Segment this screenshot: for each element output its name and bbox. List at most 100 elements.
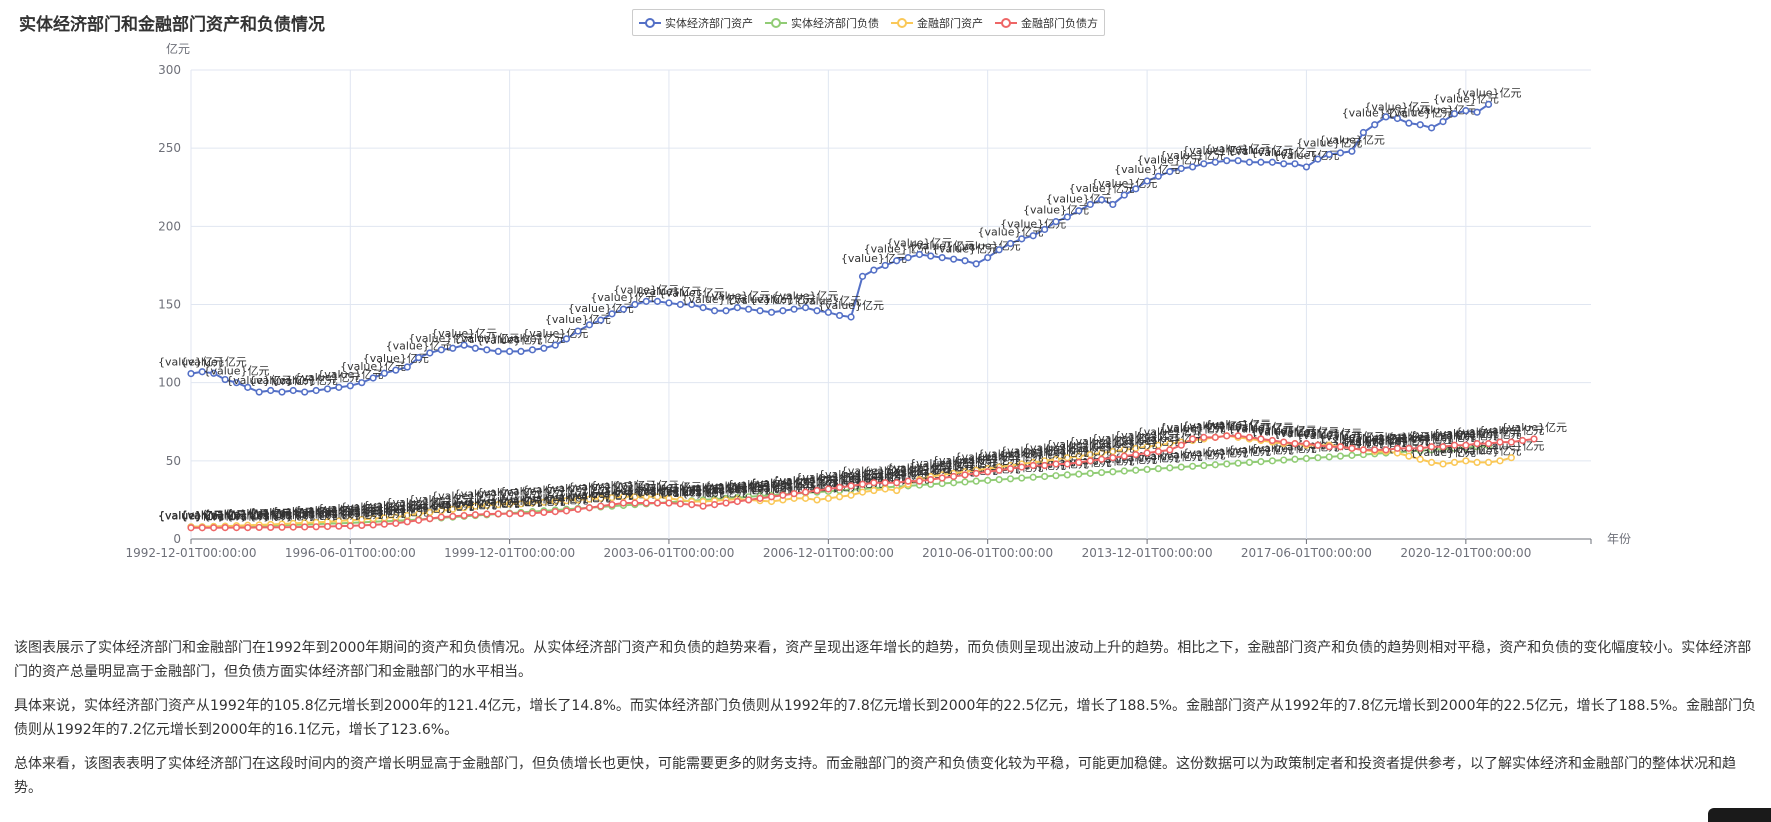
data-point (631, 499, 639, 507)
x-tick-label: 2006-12-01T00:00:00 (763, 546, 894, 560)
data-label: {value}亿元 (977, 226, 1043, 239)
data-label: {value}亿元 (431, 498, 497, 511)
legend-item-real-economy-liabilities[interactable]: 实体经济部门负债 (765, 15, 879, 31)
data-label: {value}亿元 (158, 510, 224, 523)
x-tick-label: 2010-06-01T00:00:00 (922, 546, 1053, 560)
data-point (1302, 440, 1311, 448)
data-point (1223, 460, 1231, 468)
data-point (1348, 147, 1356, 155)
data-point (1098, 468, 1106, 477)
data-label: {value}亿元 (363, 505, 429, 518)
data-point (494, 501, 502, 509)
data-label: {value}亿元 (750, 482, 816, 495)
data-point (597, 502, 605, 510)
data-point (198, 524, 206, 532)
data-point (1280, 456, 1288, 464)
data-point (1120, 452, 1128, 460)
data-point (1211, 433, 1219, 441)
data-point (1211, 158, 1219, 166)
data-point (927, 475, 935, 484)
data-label: {value}亿元 (682, 487, 748, 500)
data-label: {value}亿元 (613, 479, 679, 492)
data-label: {value}亿元 (1069, 435, 1135, 448)
data-point (574, 327, 582, 335)
data-label: {value}亿元 (249, 507, 315, 520)
data-label: {value}亿元 (773, 474, 839, 487)
data-point (335, 522, 343, 530)
legend-label: 实体经济部门资产 (665, 16, 753, 30)
data-point (1052, 472, 1060, 480)
series-group: {value}亿元{value}亿元{value}亿元{value}亿元{val… (158, 86, 1522, 396)
data-point (267, 386, 275, 395)
data-label: {value}亿元 (522, 327, 588, 340)
data-label: {value}亿元 (818, 468, 884, 481)
data-label: {value}亿元 (408, 493, 474, 506)
data-label: {value}亿元 (886, 463, 952, 476)
legend-item-real-economy-assets[interactable]: 实体经济部门资产 (639, 15, 753, 31)
legend-item-financial-liabilities[interactable]: 金融部门负债方 (995, 15, 1098, 31)
data-point (312, 523, 320, 531)
data-point (1314, 155, 1322, 163)
y-tick-label: 100 (158, 376, 181, 390)
data-point (460, 341, 468, 349)
data-point (653, 499, 662, 507)
data-point (1439, 117, 1447, 126)
data-point (893, 257, 901, 265)
data-point (1098, 196, 1106, 204)
data-label: {value}亿元 (158, 509, 224, 522)
data-point (1143, 465, 1151, 474)
data-point (1223, 432, 1231, 440)
data-label: {value}亿元 (1364, 430, 1430, 443)
data-label: {value}亿元 (1137, 154, 1203, 167)
data-point (653, 297, 662, 305)
data-point (1177, 463, 1185, 471)
data-point (585, 321, 593, 329)
data-point (1029, 232, 1037, 240)
legend-item-financial-assets[interactable]: 金融部门资产 (891, 15, 983, 31)
data-label: {value}亿元 (363, 499, 429, 512)
data-label: {value}亿元 (1160, 448, 1226, 461)
data-label: {value}亿元 (203, 365, 269, 378)
corner-widget[interactable] (1708, 808, 1771, 822)
data-label: {value}亿元 (272, 509, 338, 522)
data-point (1257, 158, 1265, 166)
data-label: {value}亿元 (1342, 436, 1408, 449)
data-point (562, 497, 571, 505)
data-point (995, 246, 1003, 254)
data-point (1086, 457, 1094, 465)
data-point (1484, 100, 1493, 108)
data-label: {value}亿元 (181, 508, 247, 521)
data-label: {value}亿元 (249, 509, 315, 522)
data-point (244, 383, 252, 391)
data-label: {value}亿元 (363, 503, 429, 516)
data-point (221, 375, 229, 384)
data-label: {value}亿元 (932, 454, 998, 467)
data-label: {value}亿元 (841, 252, 907, 265)
summary-paragraph: 总体来看，该图表表明了实体经济部门在这段时间内的资产增长明显高于金融部门，但负债… (14, 756, 1736, 796)
data-point (1416, 121, 1424, 129)
data-label: {value}亿元 (522, 483, 588, 496)
data-label: {value}亿元 (1364, 435, 1430, 448)
data-label: {value}亿元 (1456, 426, 1522, 439)
data-point (494, 510, 502, 518)
data-point (722, 307, 730, 315)
data-label: {value}亿元 (1228, 444, 1294, 457)
data-point (1359, 446, 1367, 454)
data-point (483, 346, 491, 354)
data-point (597, 494, 605, 502)
data-label: {value}亿元 (1364, 434, 1430, 447)
data-label: {value}亿元 (203, 508, 269, 521)
legend-swatch-icon (995, 17, 1017, 28)
data-label: {value}亿元 (158, 356, 224, 369)
data-point (870, 479, 878, 487)
data-label: {value}亿元 (499, 495, 565, 508)
data-point (1166, 446, 1174, 454)
data-point (722, 499, 730, 507)
data-point (688, 300, 696, 309)
data-point (1280, 160, 1288, 168)
data-label: {value}亿元 (909, 457, 975, 470)
y-tick-label: 250 (158, 141, 181, 155)
data-point (1314, 441, 1322, 449)
data-label: {value}亿元 (1319, 133, 1385, 146)
data-point (1393, 444, 1402, 452)
